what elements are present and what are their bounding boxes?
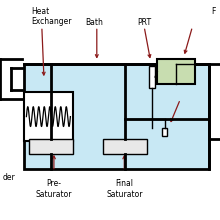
Text: PRT: PRT <box>137 18 151 27</box>
Text: Pre-
Saturator: Pre- Saturator <box>36 179 72 199</box>
Bar <box>148 66 155 88</box>
Text: Bath: Bath <box>86 18 104 27</box>
Bar <box>29 139 73 154</box>
Bar <box>157 59 195 84</box>
Bar <box>24 92 73 141</box>
Text: Heat
Exchanger: Heat Exchanger <box>31 7 71 26</box>
Text: F: F <box>211 7 216 16</box>
Bar <box>162 128 167 136</box>
Text: der: der <box>2 173 15 182</box>
Bar <box>103 139 147 154</box>
Text: Final
Saturator: Final Saturator <box>106 179 143 199</box>
Bar <box>24 64 209 169</box>
